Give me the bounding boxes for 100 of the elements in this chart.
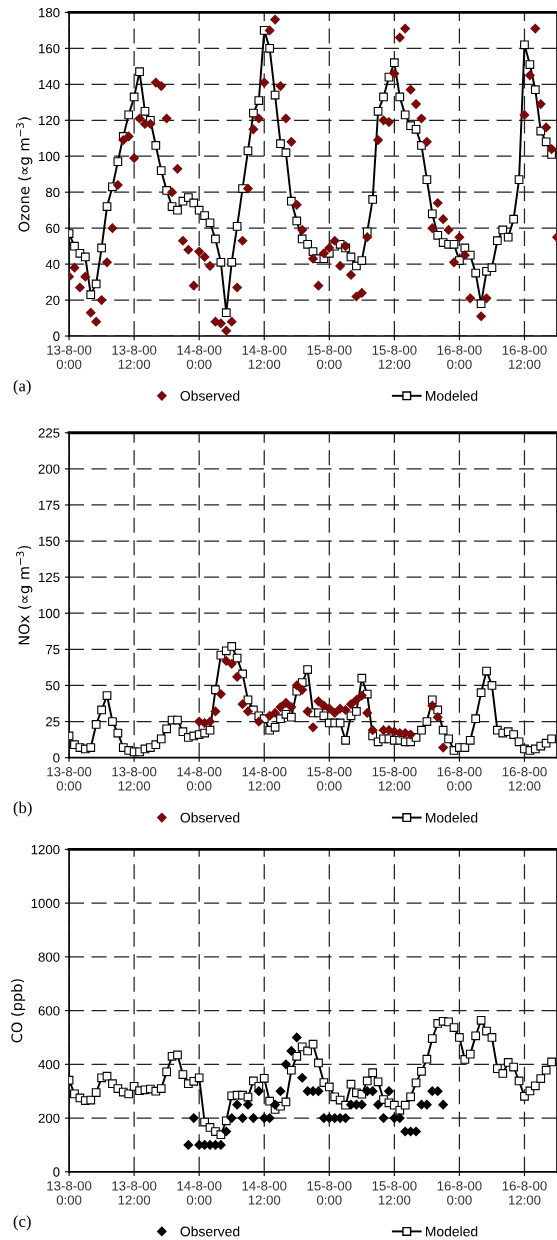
y-tick-label: 75 — [46, 645, 60, 655]
point — [221, 1126, 232, 1137]
x-tick-label: 13-8-00 0:00 — [47, 345, 92, 369]
point — [373, 1099, 383, 1110]
y-tick-label: 160 — [39, 43, 60, 54]
point — [351, 695, 362, 705]
legend-label: Observed — [180, 812, 240, 823]
point — [329, 708, 340, 718]
y-tick-label: 0 — [53, 331, 60, 341]
point — [226, 1113, 237, 1123]
y-tick-label: 140 — [39, 79, 60, 90]
y-tick-label: 50 — [45, 681, 60, 691]
y-tick-label: 225 — [38, 428, 60, 438]
y-tick-label: 100 — [39, 608, 60, 619]
x-tick-label: 13-8-00 0:00 — [47, 767, 92, 791]
y-tick-label: 20 — [46, 295, 60, 305]
legend-label: Observed — [180, 1226, 240, 1237]
text: (a) — [13, 379, 31, 395]
point — [232, 671, 242, 682]
y-tick-label: 0 — [53, 753, 60, 763]
x-tick-label: 15-8-00 0:00 — [307, 345, 352, 369]
point — [232, 1099, 242, 1110]
point — [313, 696, 324, 707]
x-tick-label: 13-8-00 12:00 — [112, 1181, 157, 1205]
y-tick-label: 25 — [46, 717, 60, 727]
point — [291, 1032, 302, 1043]
point — [297, 1072, 308, 1083]
text: (b) — [13, 801, 32, 817]
point — [297, 684, 308, 695]
point — [253, 1086, 264, 1097]
point — [384, 1086, 394, 1097]
point — [281, 1059, 291, 1070]
point — [302, 706, 313, 717]
x-tick-label: 16-8-00 12:00 — [502, 1181, 547, 1205]
y-tick-label: 200 — [38, 1113, 60, 1123]
y-axis-title: Ozone (∝g m$^{−3}$) — [16, 117, 33, 232]
y-tick-label: 120 — [39, 115, 60, 126]
x-tick-label: 14-8-00 0:00 — [177, 767, 222, 791]
point — [357, 690, 367, 701]
legend-label: Modeled — [425, 390, 478, 401]
x-tick-label: 15-8-00 0:00 — [307, 767, 352, 791]
point — [286, 702, 297, 712]
point — [183, 1140, 194, 1150]
point — [275, 702, 286, 712]
point — [367, 725, 378, 736]
text: (c) — [13, 1215, 31, 1231]
x-tick-label: 13-8-00 12:00 — [112, 345, 157, 369]
x-tick-label: 13-8-00 0:00 — [47, 1181, 92, 1205]
y-tick-label: 40 — [45, 259, 60, 270]
point — [237, 699, 248, 710]
point — [216, 689, 226, 699]
y-axis-title: NOx (∝g m$^{−3}$) — [16, 545, 33, 645]
point — [226, 658, 237, 669]
y-tick-label: 600 — [38, 1006, 60, 1016]
point — [281, 697, 291, 708]
legend-label: Modeled — [425, 812, 478, 823]
point — [205, 716, 215, 727]
y-tick-label: 100 — [39, 151, 60, 162]
point — [308, 722, 318, 733]
y-tick-label: 1000 — [31, 898, 60, 909]
x-tick-label: 14-8-00 0:00 — [177, 345, 222, 369]
point — [438, 742, 448, 753]
point — [378, 1113, 389, 1123]
point — [286, 1046, 297, 1056]
x-tick-label: 13-8-00 12:00 — [112, 767, 157, 791]
y-tick-label: 60 — [46, 223, 60, 234]
legend-label: Observed — [180, 390, 240, 401]
point — [438, 1099, 448, 1110]
y-tick-label: 150 — [39, 536, 60, 546]
point — [253, 716, 264, 727]
y-tick-label: 200 — [38, 464, 60, 474]
y-tick-label: 80 — [45, 187, 60, 198]
x-tick-label: 16-8-00 0:00 — [437, 767, 482, 791]
point — [362, 708, 373, 718]
x-tick-label: 15-8-00 12:00 — [372, 767, 417, 791]
y-axis-title: CO (ppb) — [11, 979, 26, 1043]
x-tick-label: 15-8-00 12:00 — [372, 345, 417, 369]
x-tick-label: 14-8-00 12:00 — [242, 767, 287, 791]
x-tick-label: 16-8-00 12:00 — [502, 345, 547, 369]
x-tick-label: 14-8-00 12:00 — [242, 345, 287, 369]
point — [264, 710, 275, 721]
point — [248, 1113, 259, 1123]
point — [324, 703, 335, 714]
point — [291, 680, 302, 691]
point — [210, 706, 221, 717]
point — [270, 708, 280, 718]
y-tick-label: 800 — [38, 952, 60, 962]
point — [237, 1113, 248, 1123]
point — [432, 712, 443, 723]
y-tick-label: 175 — [39, 500, 60, 510]
point — [427, 700, 438, 711]
point — [346, 699, 356, 710]
y-tick-label: 400 — [38, 1059, 60, 1070]
point — [270, 1099, 280, 1110]
point — [243, 1099, 253, 1110]
x-tick-label: 15-8-00 12:00 — [372, 1181, 417, 1205]
x-tick-label: 14-8-00 12:00 — [242, 1181, 287, 1205]
x-tick-label: 16-8-00 0:00 — [437, 1181, 482, 1205]
legend-label: Modeled — [425, 1226, 478, 1237]
x-tick-label: 15-8-00 0:00 — [307, 1181, 352, 1205]
